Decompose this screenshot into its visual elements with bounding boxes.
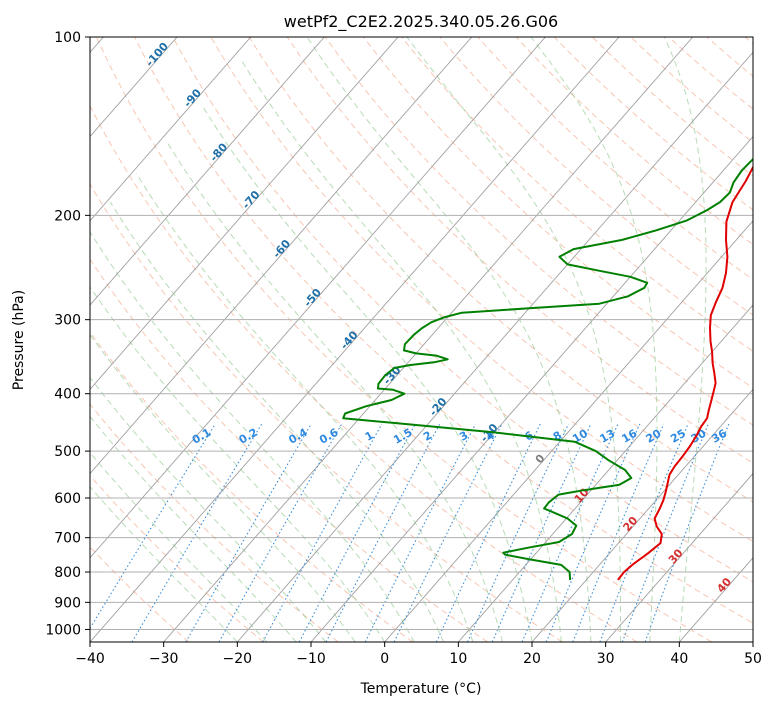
dry-adiabat — [324, 37, 753, 426]
isotherm-line — [384, 220, 753, 642]
chart-title: wetPf2_C2E2.2025.340.05.26.G06 — [284, 12, 558, 32]
x-tick-label: 50 — [744, 651, 762, 667]
mixing-ratio-line — [545, 423, 641, 642]
moist-adiabat — [306, 37, 592, 642]
moist-adiabat — [90, 285, 386, 642]
isotherm-line — [90, 37, 325, 306]
isotherm-line — [90, 37, 620, 642]
y-tick-label: 100 — [54, 30, 81, 46]
y-tick-label: 900 — [54, 595, 81, 611]
moist-adiabat — [90, 486, 238, 642]
mixing-ratio-line — [364, 423, 477, 642]
isotherm-line — [90, 37, 399, 390]
x-tick-label: 40 — [670, 651, 688, 667]
axes: −40 −30 −20 −10 0 10 20 30 40 50 100 200 300 400 500 60… — [45, 30, 762, 667]
y-tick-label: 800 — [54, 565, 81, 581]
isotherm-line — [531, 388, 753, 642]
dry-adiabat — [172, 37, 753, 583]
mixing-ratio-line — [298, 423, 416, 642]
moist-adiabat — [90, 333, 356, 642]
mixing-ratio-line — [90, 423, 216, 630]
profiles — [342, 157, 753, 581]
isotherm-line — [457, 304, 753, 642]
dewpoint-line — [342, 157, 753, 580]
dry-adiabat — [286, 37, 753, 464]
plot-area — [90, 37, 753, 642]
moist-adiabat — [663, 37, 707, 642]
moist-adiabat — [136, 173, 474, 642]
mixing-ratio-line — [325, 423, 441, 642]
plot-frame — [89, 36, 754, 643]
temperature-line — [617, 165, 753, 581]
dry-adiabat — [362, 37, 753, 389]
x-tick-label: −20 — [223, 651, 253, 667]
moist-adiabat — [90, 231, 415, 642]
dry-adiabat — [591, 37, 753, 177]
y-tick-label: 200 — [54, 208, 81, 224]
mixing-ratio-line — [599, 423, 689, 642]
mixing-ratio-line — [491, 423, 592, 642]
pressure-grid — [90, 37, 753, 630]
y-tick-label: 700 — [54, 531, 81, 547]
x-tick-label: −10 — [296, 651, 326, 667]
x-tick-label: −30 — [149, 651, 179, 667]
y-tick-label: 500 — [54, 444, 81, 460]
dry-adiabat — [90, 183, 563, 642]
mixing-ratio-line — [435, 423, 541, 642]
moist-adiabat — [241, 61, 562, 642]
mixing-ratio-line — [572, 423, 665, 642]
isotherm-line — [90, 37, 252, 222]
mixing-ratio-line — [131, 423, 263, 642]
background-lines — [90, 37, 753, 642]
isotherm-line — [605, 472, 753, 642]
dry-adiabat — [90, 104, 638, 642]
y-tick-label: 600 — [54, 491, 81, 507]
isotherm-line — [90, 37, 546, 559]
dry-adiabat — [90, 258, 488, 642]
y-tick-label: 1000 — [45, 622, 81, 638]
x-tick-label: 30 — [597, 651, 615, 667]
dry-adiabat — [553, 37, 753, 211]
x-tick-label: 20 — [523, 651, 541, 667]
mixing-ratio-line — [218, 423, 343, 642]
y-tick-label: 400 — [54, 387, 81, 403]
dry-adiabat — [248, 37, 753, 503]
isotherm-line — [163, 37, 694, 642]
moist-adiabat — [406, 37, 621, 642]
moist-adiabat — [109, 201, 445, 642]
x-axis-title: Temperature (°C) — [360, 681, 482, 697]
dry-adiabat — [401, 37, 753, 352]
moist-adiabat — [530, 37, 658, 642]
y-axis-title: Pressure (hPa) — [11, 290, 27, 390]
x-tick-label: 0 — [380, 651, 389, 667]
dry-adiabat — [515, 37, 753, 246]
dry-adiabat — [629, 37, 753, 143]
mixing-ratio-line — [393, 423, 503, 642]
dry-adiabat — [210, 37, 753, 543]
dry-adiabat — [90, 474, 264, 642]
dry-adiabat — [95, 37, 712, 642]
mixing-ratio-line — [262, 423, 383, 642]
mixing-ratio-line — [644, 423, 730, 642]
isotherm-line — [90, 37, 473, 475]
isotherm-line — [310, 135, 753, 642]
y-tick-label: 300 — [54, 313, 81, 329]
moist-adiabat — [201, 104, 533, 642]
dry-adiabat — [134, 37, 753, 624]
mixing-ratio-line — [466, 423, 569, 642]
x-tick-label: −40 — [75, 651, 105, 667]
x-tick-label: 10 — [449, 651, 467, 667]
mixing-ratio-line — [521, 423, 619, 642]
mixing-ratio-line — [621, 423, 709, 642]
isotherm-line — [236, 51, 753, 642]
